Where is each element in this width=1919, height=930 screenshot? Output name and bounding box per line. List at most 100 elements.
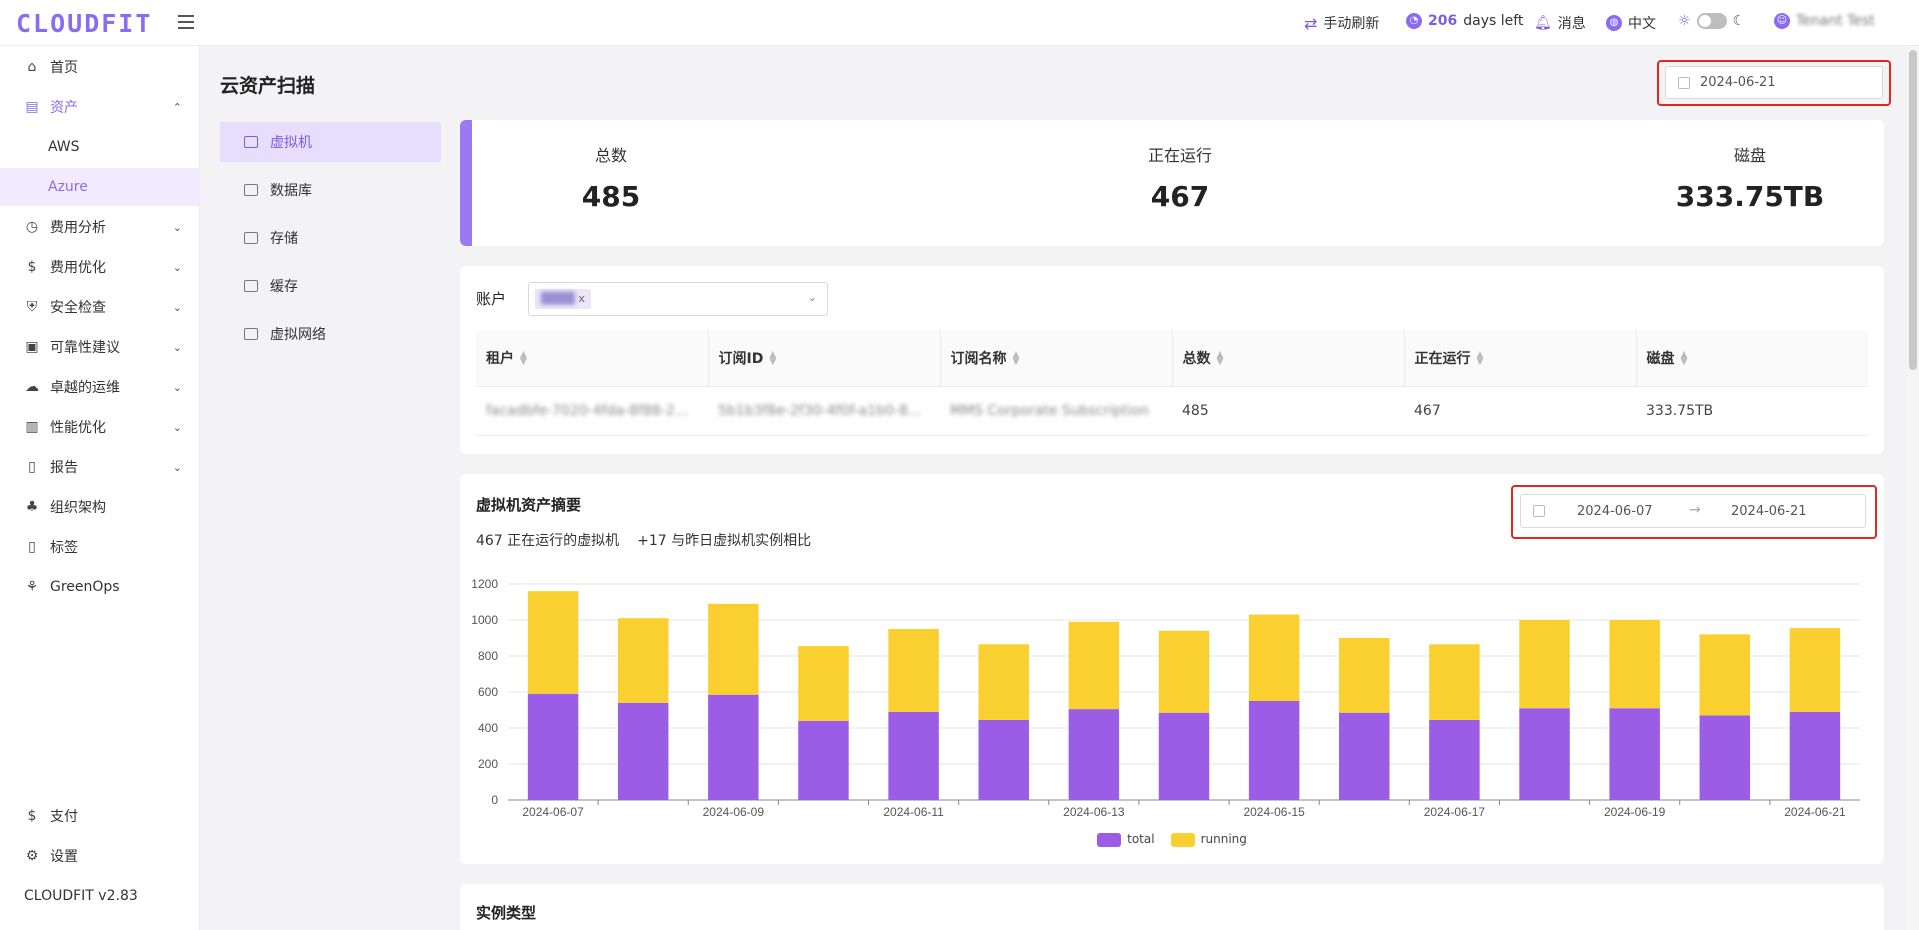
page-scrollbar[interactable]	[1907, 46, 1919, 930]
bell-icon: 🔔︎	[1534, 15, 1552, 31]
y-tick-label: 200	[478, 757, 498, 771]
database-icon	[244, 184, 258, 196]
subnav-vm[interactable]: 虚拟机	[220, 122, 441, 162]
legend-swatch	[1170, 832, 1195, 847]
sidebar-item-performance[interactable]: ▥ 性能优化 ⌄	[25, 419, 182, 436]
col-tenant[interactable]: 租户 ▲ ▼	[476, 330, 708, 387]
account-table: 租户 ▲ ▼ 订阅ID ▲ ▼ 订阅名称 ▲ ▼ 总数 ▲ ▼ 正在运行 ▲ ▼ 磁盘 ▲ ▼ faca…	[476, 330, 1868, 436]
resource-subnav: 虚拟机 数据库 存储 缓存 虚拟网络	[220, 122, 441, 362]
range-end[interactable]: 2024-06-21	[1731, 504, 1807, 519]
x-tick-label: 2024-06-17	[1424, 805, 1486, 819]
sidebar-item-reports[interactable]: ▯ 报告 ⌄	[0, 448, 200, 486]
sort-icon[interactable]: ▲ ▼	[769, 349, 777, 367]
sidebar-item-assets[interactable]: ▤ 资产 ⌃	[25, 99, 182, 116]
x-tick-label: 2024-06-11	[883, 805, 944, 819]
col-total[interactable]: 总数 ▲ ▼	[1171, 330, 1404, 387]
messages-button[interactable]: 🔔︎ 消息	[1534, 15, 1586, 32]
sidebar-item-greenops[interactable]: ⚘ GreenOps	[25, 579, 120, 595]
sidebar-item-security[interactable]: ⛨ 安全检查 ⌄	[0, 288, 200, 326]
bar-total	[978, 719, 1029, 800]
dollar-icon: $	[27, 259, 37, 275]
chart-legend: total running	[460, 832, 1884, 847]
page-title: 云资产扫描	[220, 75, 316, 97]
theme-toggle[interactable]	[1696, 13, 1727, 29]
sidebar-item-payment[interactable]: $ 支付	[0, 797, 200, 835]
stat-total: 总数 485	[581, 146, 641, 213]
sort-icon[interactable]: ▲ ▼	[1216, 349, 1224, 367]
vm-bar-chart: 0 200 400 600 800 1000 1200 2024-06-07 2024-06-0…	[471, 577, 1860, 819]
bar-running	[888, 629, 939, 712]
cell-subscription-name: MMS Corporate Subscription	[940, 386, 1172, 436]
sidebar-item-organization[interactable]: ♣ 组织架构	[25, 499, 106, 516]
report-icon: ▯	[28, 459, 36, 475]
bar-total	[1789, 711, 1841, 800]
sidebar-item-aws[interactable]: AWS	[48, 139, 80, 155]
sidebar-item-operations[interactable]: ☁ 卓越的运维 ⌄	[25, 379, 182, 396]
legend-item-total[interactable]: total	[1097, 832, 1155, 847]
instance-types-title: 实例类型	[476, 904, 537, 922]
stats-card: 总数 485 正在运行 467 磁盘 333.75TB	[460, 120, 1884, 246]
bar-total	[1429, 719, 1480, 800]
sort-icon[interactable]: ▲ ▼	[1012, 349, 1020, 367]
subnav-cache[interactable]: 缓存	[220, 266, 441, 306]
legend-item-running[interactable]: running	[1170, 832, 1247, 847]
sidebar-item-tags[interactable]: ▯ 标签	[0, 528, 200, 566]
col-disk[interactable]: 磁盘 ▲ ▼	[1635, 330, 1868, 387]
x-tick-label: 2024-06-15	[1243, 805, 1305, 819]
user-menu[interactable]: ☺ Tenant Test	[1774, 13, 1875, 29]
bar-total	[1248, 701, 1300, 800]
account-select[interactable]: ████ x ⌄	[528, 282, 828, 316]
subnav-storage[interactable]: 存储	[220, 218, 441, 258]
cell-tenant: facadbfe-7020-4fda-8f88-2...	[476, 386, 708, 436]
account-tag[interactable]: ████ x	[535, 289, 591, 309]
menu-toggle-icon[interactable]	[176, 12, 196, 32]
bar-total	[1068, 709, 1120, 800]
theme-switch[interactable]: ☼ ☾	[1678, 13, 1745, 29]
col-subscription-id[interactable]: 订阅ID ▲ ▼	[707, 330, 940, 387]
sidebar-item-reliability[interactable]: ▣ 可靠性建议 ⌄	[25, 339, 182, 356]
bar-running	[617, 618, 669, 703]
subnav-database[interactable]: 数据库	[220, 170, 441, 210]
manual-refresh-button[interactable]: ⇄ 手动刷新	[1304, 13, 1380, 33]
subnav-vnet[interactable]: 虚拟网络	[220, 314, 441, 354]
sidebar-item-cost-optimization[interactable]: $ 费用优化 ⌄	[0, 248, 200, 286]
y-tick-label: 1200	[471, 577, 498, 591]
col-subscription-name[interactable]: 订阅名称 ▲ ▼	[939, 330, 1172, 387]
scrollbar-thumb[interactable]	[1909, 50, 1917, 370]
x-tick-label: 2024-06-21	[1784, 805, 1846, 819]
bar-running	[527, 591, 579, 694]
range-start[interactable]: 2024-06-07	[1577, 504, 1653, 519]
language-button[interactable]: ◍ 中文	[1606, 13, 1656, 33]
col-running[interactable]: 正在运行 ▲ ▼	[1403, 330, 1636, 387]
x-tick-label: 2024-06-13	[1063, 805, 1125, 819]
version-label: CLOUDFIT v2.83	[24, 888, 138, 904]
settings-icon: ⚙	[25, 848, 39, 864]
x-tick-label: 2024-06-09	[703, 805, 765, 819]
chart-title: 虚拟机资产摘要	[476, 496, 582, 514]
payment-icon: $	[27, 808, 37, 824]
y-tick-label: 400	[478, 721, 498, 735]
highlight-box	[1511, 485, 1877, 539]
accent-bar	[460, 120, 472, 246]
reliability-icon: ▣	[25, 339, 39, 355]
date-range-picker[interactable]: 2024-06-07 → 2024-06-21	[1520, 494, 1866, 528]
sidebar-item-cost-analysis[interactable]: ◷ 费用分析 ⌄	[25, 219, 182, 236]
instance-types-card: 实例类型	[460, 884, 1884, 930]
sidebar-item-settings[interactable]: ⚙ 设置	[25, 848, 78, 865]
vm-summary-card: 虚拟机资产摘要 467 正在运行的虚拟机 +17 与昨日虚拟机实例相比 2024…	[460, 474, 1884, 864]
chevron-down-icon: ⌄	[172, 340, 182, 354]
performance-icon: ▥	[25, 419, 39, 435]
date-picker[interactable]: 2024-06-21	[1665, 66, 1883, 99]
bar-total	[617, 702, 669, 800]
sidebar-item-home[interactable]: ⌂ 首页	[0, 48, 200, 86]
bar-total	[888, 711, 939, 800]
bar-running	[1699, 634, 1751, 716]
sidebar-item-azure[interactable]: Azure	[0, 168, 200, 206]
sort-icon[interactable]: ▲ ▼	[520, 349, 527, 367]
sort-icon[interactable]: ▲ ▼	[1680, 349, 1688, 367]
sort-icon[interactable]: ▲ ▼	[1476, 349, 1484, 367]
tag-close-icon[interactable]: x	[578, 292, 585, 305]
chevron-down-icon: ⌄	[172, 380, 182, 394]
bar-running	[1609, 620, 1660, 709]
days-left-indicator: ◔ 206 days left	[1406, 13, 1523, 29]
